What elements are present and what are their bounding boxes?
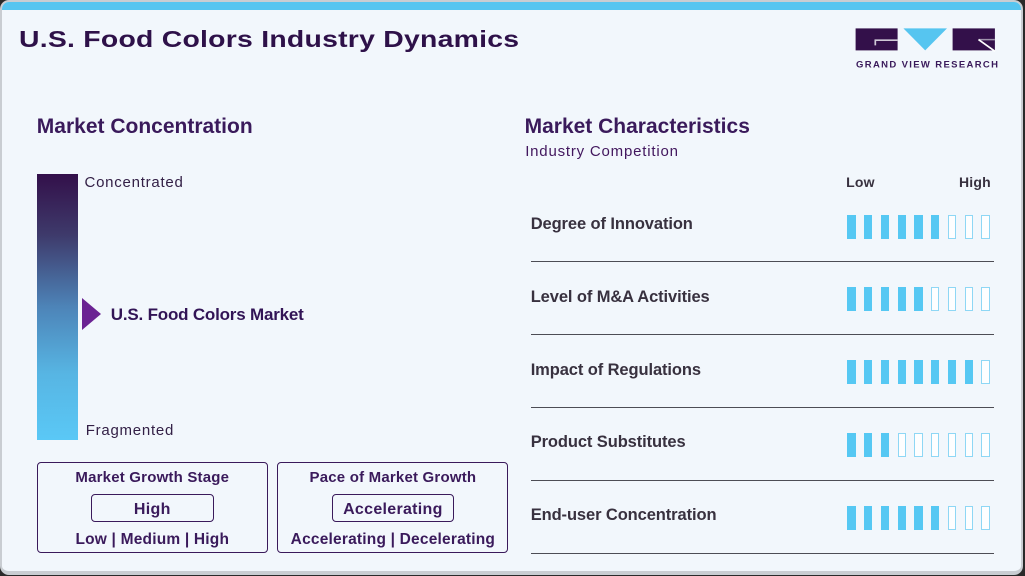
svg-text:GRAND VIEW RESEARCH: GRAND VIEW RESEARCH <box>856 59 999 70</box>
